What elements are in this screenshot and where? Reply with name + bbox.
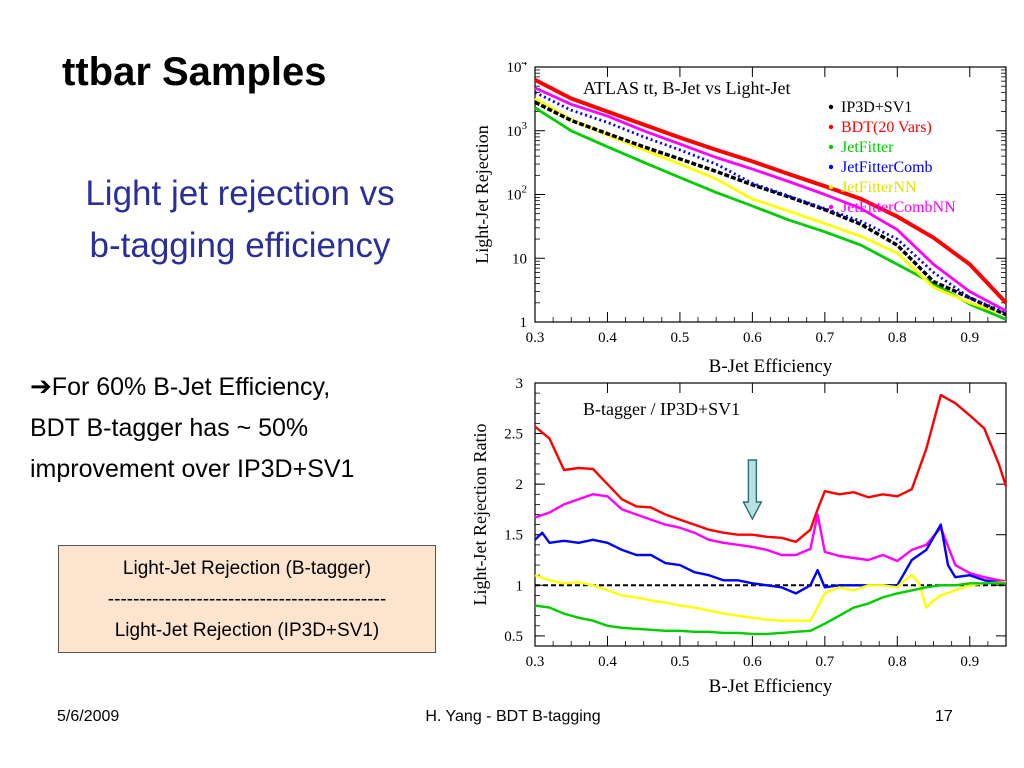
x-tick-label: 0.8 (888, 330, 907, 346)
formula-denominator: Light-Jet Rejection (IP3D+SV1) (114, 620, 380, 641)
chart-title: B-tagger / IP3D+SV1 (583, 399, 740, 419)
legend-label: JetFitterComb (841, 159, 933, 176)
x-tick-label: 0.6 (743, 330, 762, 346)
note-line: improvement over IP3D+SV1 (30, 455, 355, 483)
down-arrow-icon (742, 459, 763, 521)
y-tick-label: 104 (507, 62, 528, 76)
x-tick-label: 0.9 (960, 654, 979, 670)
y-tick-label: 1 (516, 578, 524, 594)
plot-frame (534, 382, 1007, 647)
y-axis-label: Light-Jet Rejection (472, 125, 492, 263)
series-line (534, 393, 1008, 544)
chart-title: ATLAS tt, B-Jet vs Light-Jet (583, 78, 791, 98)
formula-fraction-bar: ----------------------------------------… (107, 589, 387, 610)
x-tick-label: 0.3 (526, 330, 545, 346)
y-tick-label: 2 (516, 477, 524, 493)
right-arrow-icon: ➔ (30, 371, 52, 401)
x-tick-label: 0.4 (598, 654, 617, 670)
footer-date: 5/6/2009 (57, 708, 120, 725)
note-line: BDT B-tagger has ~ 50% (30, 414, 309, 442)
y-tick-label: 3 (516, 376, 524, 392)
legend-marker (828, 184, 834, 190)
x-tick-label: 0.7 (815, 330, 834, 346)
x-axis-label: B-Jet Efficiency (709, 676, 833, 697)
x-tick-label: 0.3 (526, 654, 545, 670)
y-tick-label: 103 (507, 120, 528, 140)
series-line (534, 523, 1007, 595)
x-tick-label: 0.5 (671, 654, 690, 670)
series-line (534, 582, 1006, 636)
series-line (534, 78, 1008, 305)
legend-label: JetFitterCombNN (841, 199, 956, 216)
y-tick-label: 2.5 (504, 427, 523, 443)
series-line (534, 86, 1007, 313)
x-tick-label: 0.7 (815, 654, 834, 670)
subtitle-line: Light jet rejection vs (85, 174, 395, 213)
note-text: For 60% B-Jet Efficiency, (51, 373, 331, 401)
legend-marker (828, 204, 834, 210)
formula-numerator: Light-Jet Rejection (B-tagger) (122, 558, 372, 579)
rejection-chart: 1 10 102 103 104 0.3 0.4 0.5 0.6 0.7 0.8 0.9 B-Jet E… (472, 62, 1008, 377)
x-tick-label: 0.6 (743, 654, 762, 670)
legend-label: IP3D+SV1 (841, 99, 912, 116)
y-tick-label: 1.5 (504, 528, 523, 544)
series-line (534, 91, 1007, 314)
y-tick-label: 0.5 (504, 629, 523, 645)
series-line (534, 100, 1007, 317)
legend-marker (828, 124, 834, 130)
ratio-definition-box: Light-Jet Rejection (B-tagger) ---------… (58, 545, 436, 653)
y-tick-label: 1 (520, 315, 528, 331)
legend-marker (828, 164, 834, 170)
legend-marker (828, 144, 834, 150)
x-tick-label: 0.9 (960, 330, 979, 346)
slide-subtitle: Light jet rejection vs b-tagging efficie… (20, 168, 460, 272)
ratio-chart: 0.5 1 1.5 2 2.5 3 0.3 0.4 0.5 0.6 0.7 0.8 0.9 B-Jet E… (470, 376, 1008, 697)
note-line: ➔For 60% B-Jet Efficiency, (30, 366, 470, 408)
x-tick-label: 0.5 (671, 330, 690, 346)
legend-label: JetFitterNN (841, 179, 917, 196)
conclusion-note: ➔For 60% B-Jet Efficiency, BDT B-tagger … (30, 366, 470, 490)
slide-title: ttbar Samples (62, 50, 327, 94)
legend-label: JetFitter (841, 139, 894, 156)
y-tick-label: 10 (512, 251, 527, 267)
subtitle-line: b-tagging efficiency (89, 226, 391, 265)
x-tick-label: 0.4 (598, 330, 617, 346)
x-axis-label: B-Jet Efficiency (709, 356, 833, 377)
legend-marker (828, 104, 834, 110)
footer-author: H. Yang - BDT B-tagging (425, 708, 601, 725)
series-line (534, 573, 1007, 622)
legend-label: BDT(20 Vars) (841, 119, 932, 136)
footer-page-number: 17 (935, 708, 953, 725)
x-tick-label: 0.8 (888, 654, 907, 670)
y-axis-label: Light-Jet Rejection Ratio (470, 424, 490, 606)
y-tick-label: 102 (507, 184, 528, 204)
